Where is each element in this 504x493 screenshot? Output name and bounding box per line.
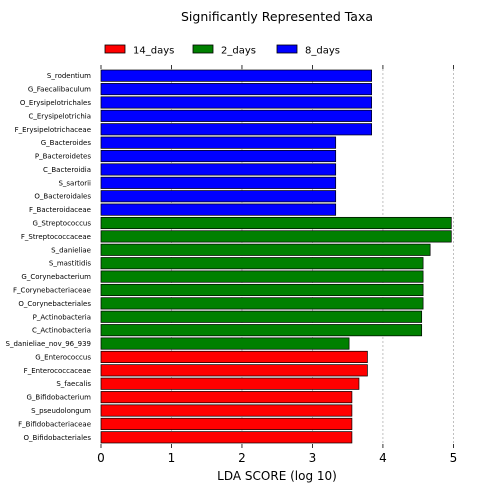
bar-O_Bifidobacteriales xyxy=(100,431,353,444)
category-label: G_Corynebacterium xyxy=(21,273,91,281)
x-axis-label: LDA SCORE (log 10) xyxy=(217,469,337,483)
bar-F_Bifidobacteriaceae xyxy=(100,417,353,430)
category-label: O_Erysipelotrichales xyxy=(20,99,91,107)
category-label: C_Bacteroidia xyxy=(43,166,91,174)
bars xyxy=(100,69,452,444)
bar-F_Corynebacteriaceae xyxy=(100,283,424,297)
legend: 14_days 2_days 8_days xyxy=(104,44,340,57)
category-label: S_danieliae xyxy=(51,246,91,254)
bar-S_pseudolongum xyxy=(100,404,353,417)
bar-S_danieliae_nov_96_939 xyxy=(100,337,350,350)
legend-label-8_days: 8_days xyxy=(305,46,340,57)
category-label: G_Streptococcus xyxy=(32,220,91,228)
legend-swatch-8_days xyxy=(276,44,298,54)
category-label: S_pseudolongum xyxy=(31,407,91,415)
bar-G_Streptococcus xyxy=(100,216,452,230)
x-ticks: 0 1 2 3 4 5 xyxy=(97,65,457,465)
category-label: G_Enterococcus xyxy=(35,353,91,361)
category-label: P_Bacteroidetes xyxy=(35,153,91,161)
category-label: O_Bifidobacteriales xyxy=(23,434,91,442)
bar-S_mastitidis xyxy=(100,257,424,270)
category-label: G_Faecalibaculum xyxy=(28,86,91,94)
x-tick-label-3: 3 xyxy=(309,451,317,465)
bar-S_faecalis xyxy=(100,377,360,390)
category-label: F_Enterococcaceae xyxy=(24,367,91,375)
category-label: S_faecalis xyxy=(56,380,91,388)
bar-F_Streptococcaceae xyxy=(100,230,452,243)
bar-O_Corynebacteriales xyxy=(100,297,424,310)
category-label: G_Bifidobacterium xyxy=(26,394,91,402)
bar-C_Actinobacteria xyxy=(100,324,423,337)
category-label: C_Erysipelotrichia xyxy=(29,112,92,120)
category-label: F_Erysipelotrichaceae xyxy=(15,126,91,134)
bar-G_Enterococcus xyxy=(100,350,368,363)
bar-O_Erysipelotrichales xyxy=(100,96,372,109)
bar-F_Enterococcaceae xyxy=(100,364,368,377)
category-label: S_sartorii xyxy=(58,179,91,187)
x-tick-label-4: 4 xyxy=(379,451,387,465)
category-label: O_Corynebacteriales xyxy=(18,300,91,308)
bar-S_sartorii xyxy=(100,176,337,189)
category-label: O_Bacteroidales xyxy=(34,193,91,201)
category-label: F_Corynebacteriaceae xyxy=(13,286,91,294)
x-tick-label-5: 5 xyxy=(450,451,458,465)
category-labels: S_rodentium G_Faecalibaculum O_Erysipelotr… xyxy=(6,72,92,442)
x-tick-label-0: 0 xyxy=(97,451,105,465)
category-label: P_Actinobacteria xyxy=(33,313,91,321)
category-label: S_rodentium xyxy=(47,72,91,80)
bar-F_Erysipelotrichaceae xyxy=(100,123,372,136)
bar-G_Faecalibaculum xyxy=(100,83,372,96)
bar-G_Bacteroides xyxy=(100,136,337,149)
bar-C_Erysipelotrichia xyxy=(100,109,372,122)
category-label: S_danieliae_nov_96_939 xyxy=(6,340,91,348)
category-label: S_mastitidis xyxy=(49,260,91,268)
category-label: F_Streptococcaceae xyxy=(21,233,91,241)
category-label: G_Bacteroides xyxy=(41,139,92,147)
legend-swatch-14_days xyxy=(104,44,126,54)
category-label: F_Bacteroidaceae xyxy=(29,206,91,214)
bar-S_danieliae xyxy=(100,243,431,256)
legend-label-2_days: 2_days xyxy=(221,46,256,57)
chart-title: Significantly Represented Taxa xyxy=(181,9,373,24)
bar-S_rodentium xyxy=(100,69,372,82)
category-label: C_Actinobacteria xyxy=(32,327,91,335)
bar-P_Bacteroidetes xyxy=(100,150,337,163)
legend-label-14_days: 14_days xyxy=(133,46,174,57)
bar-G_Bifidobacterium xyxy=(100,391,353,404)
bar-F_Bacteroidaceae xyxy=(100,203,337,216)
bar-O_Bacteroidales xyxy=(100,190,337,203)
bar-P_Actinobacteria xyxy=(100,310,423,323)
x-tick-label-2: 2 xyxy=(238,451,246,465)
x-tick-label-1: 1 xyxy=(168,451,176,465)
category-label: F_Bifidobacteriaceae xyxy=(18,420,91,428)
bar-G_Corynebacterium xyxy=(100,270,424,283)
bar-C_Bacteroidia xyxy=(100,163,337,176)
legend-swatch-2_days xyxy=(192,44,214,54)
